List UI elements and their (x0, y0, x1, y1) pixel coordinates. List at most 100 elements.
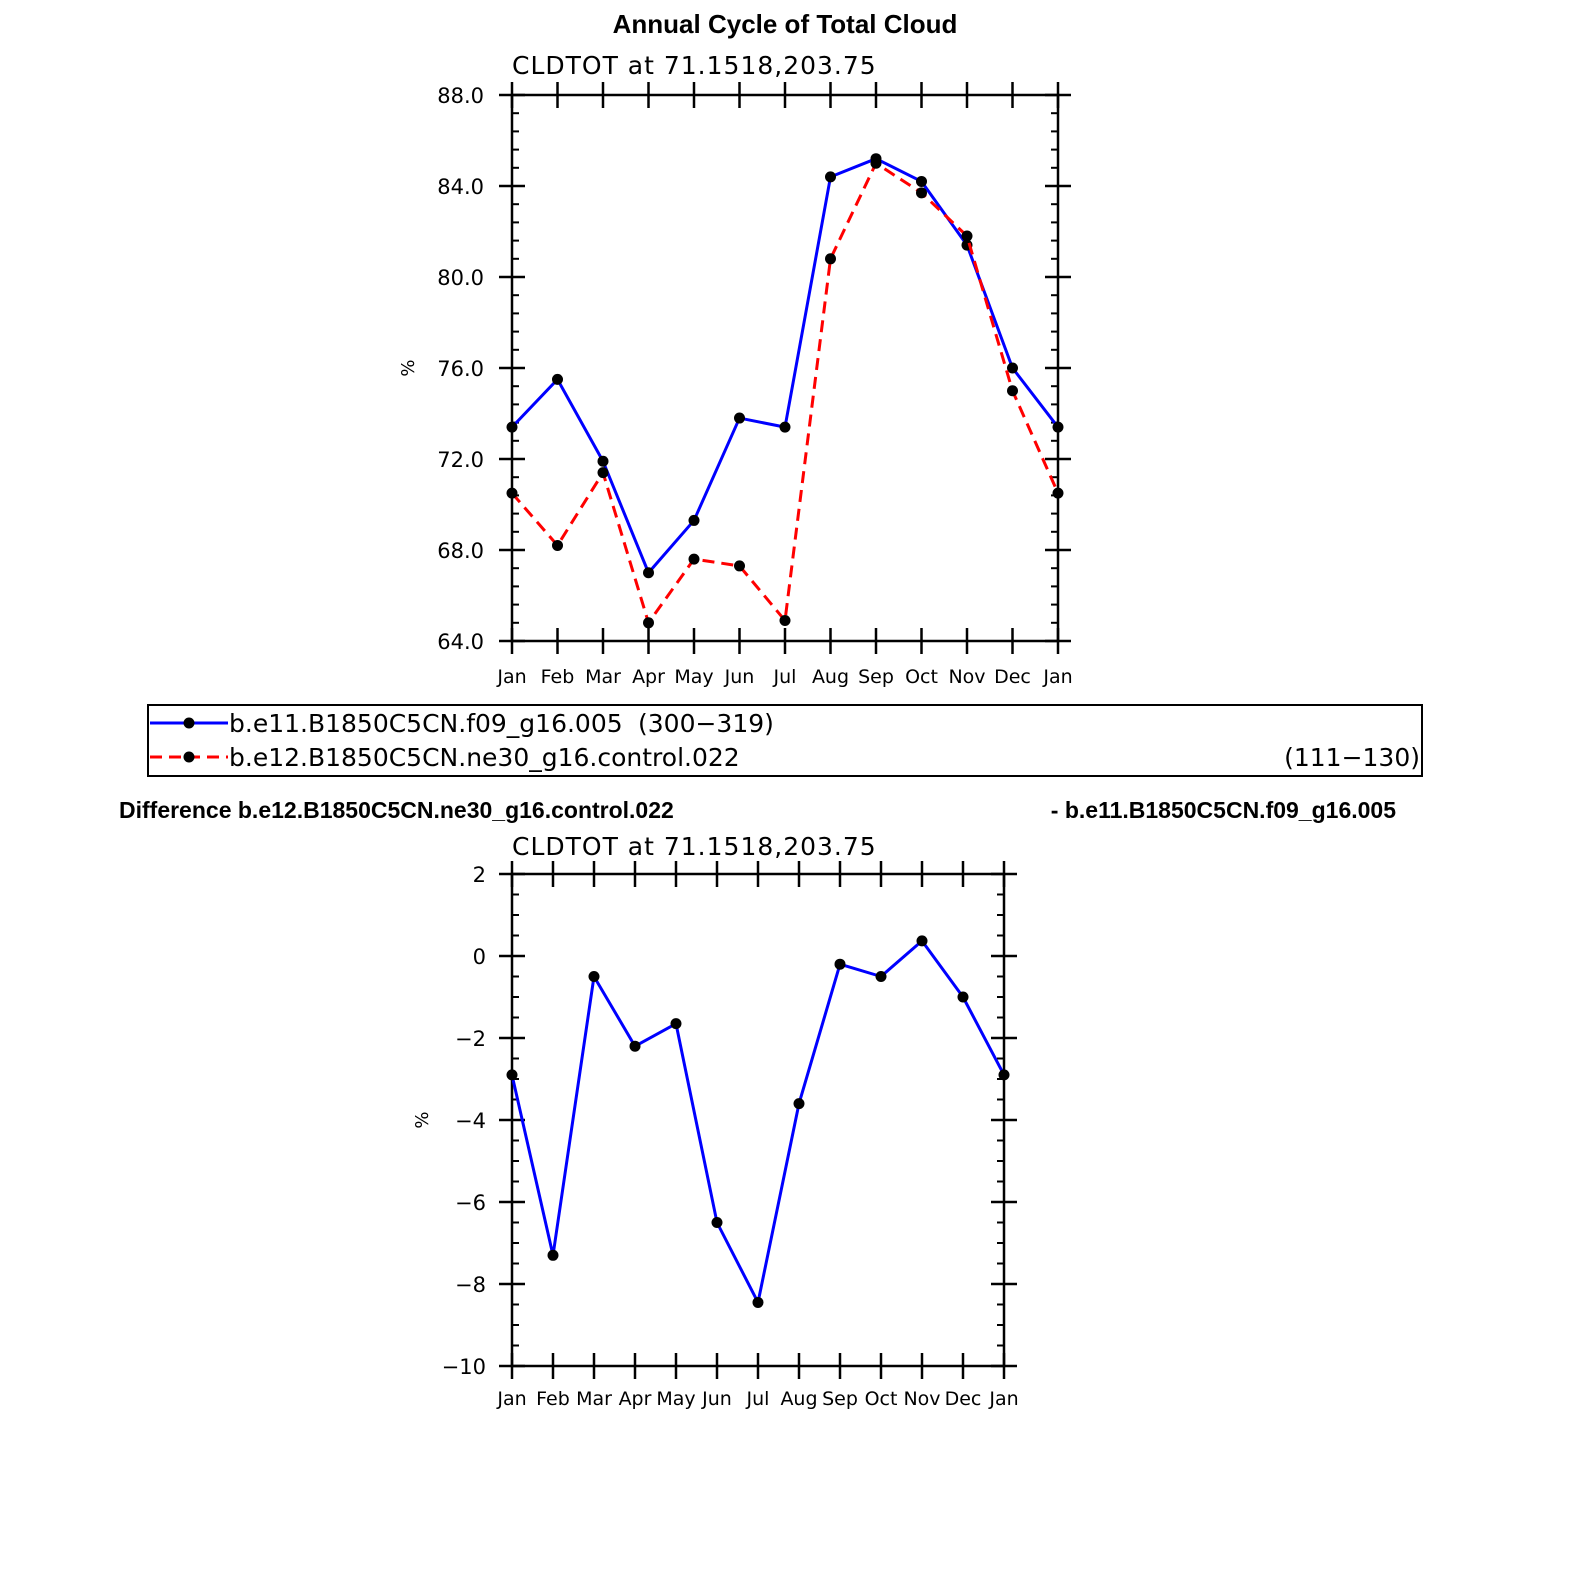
data-point (688, 553, 700, 565)
x-tick-label: Aug (780, 1388, 817, 1410)
y-tick-label: 68.0 (437, 539, 484, 563)
x-tick-label: Jan (496, 1388, 526, 1410)
y-tick-label: −10 (442, 1355, 486, 1379)
data-point (688, 514, 700, 526)
data-point (643, 567, 654, 579)
x-tick-label: Mar (585, 666, 621, 688)
data-point (1007, 362, 1018, 374)
y-axis-label: % (412, 1111, 433, 1128)
data-point (998, 1069, 1010, 1081)
y-tick-label: 80.0 (437, 266, 484, 290)
series-line-2 (510, 161, 1060, 625)
legend: b.e11.B1850C5CN.f09_g16.005 (300−319) b.e1… (147, 704, 1423, 777)
data-point (734, 412, 745, 424)
x-tick-label: Oct (905, 666, 938, 688)
data-point (1007, 385, 1018, 397)
y-tick-label: −4 (455, 1109, 486, 1133)
plot-frame (510, 872, 1006, 1368)
data-point (506, 421, 518, 433)
legend-years-2: (111−130) (1284, 743, 1420, 772)
data-point (916, 187, 927, 199)
chart-title: Annual Cycle of Total Cloud (613, 9, 958, 39)
data-point (1052, 421, 1064, 433)
plot-frame (510, 93, 1060, 643)
chart-subtitle: CLDTOT at 71.1518,203.75 (512, 51, 877, 80)
chart-title: Difference b.e12.B1850C5CN.ne30_g16.cont… (119, 797, 674, 823)
data-point (629, 1040, 641, 1052)
x-tick-label: Sep (822, 1388, 858, 1410)
data-point (875, 971, 887, 982)
data-point (552, 373, 563, 385)
data-point (1052, 487, 1064, 499)
x-tick-label: Feb (536, 1388, 570, 1410)
x-tick-label: Apr (632, 666, 665, 688)
y-tick-label: 88.0 (437, 84, 484, 108)
chart-title-right: - b.e11.B1850C5CN.f09_g16.005 (1051, 797, 1396, 823)
y-tick-label: 0 (473, 945, 486, 969)
data-point (834, 958, 846, 970)
data-point (752, 1296, 764, 1308)
x-tick-label: Jun (701, 1388, 732, 1410)
data-point (779, 421, 791, 433)
x-tick-label: Mar (576, 1388, 612, 1410)
data-point (961, 230, 973, 242)
data-point (957, 991, 969, 1003)
x-tick-label: Nov (903, 1388, 940, 1410)
x-tick-label: Oct (865, 1388, 898, 1410)
series-line-1 (510, 939, 1006, 1304)
x-tick-label: Apr (619, 1388, 652, 1410)
data-point (734, 560, 745, 572)
y-axis-label: % (398, 359, 419, 376)
legend-label-2: b.e12.B1850C5CN.ne30_g16.control.022 (229, 743, 740, 772)
chart-subtitle: CLDTOT at 71.1518,203.75 (512, 832, 877, 861)
y-tick-label: −2 (455, 1027, 486, 1051)
legend-label-1: b.e11.B1850C5CN.f09_g16.005 (229, 709, 623, 738)
y-tick-label: 64.0 (437, 630, 484, 654)
x-tick-label: Dec (994, 666, 1031, 688)
data-point (588, 971, 600, 982)
chart-2: Difference b.e12.B1850C5CN.ne30_g16.cont… (119, 797, 1396, 1410)
legend-marker (183, 751, 195, 763)
x-tick-label: Nov (948, 666, 985, 688)
series-line-1 (510, 157, 1060, 575)
data-point (506, 1069, 518, 1081)
data-point (825, 253, 836, 265)
data-point (870, 157, 882, 169)
data-point (552, 539, 563, 551)
y-tick-label: 84.0 (437, 175, 484, 199)
y-tick-label: 72.0 (437, 448, 484, 472)
data-point (793, 1098, 805, 1110)
x-tick-label: Sep (858, 666, 894, 688)
data-point (711, 1217, 723, 1228)
x-tick-label: Aug (812, 666, 849, 688)
y-tick-label: −8 (455, 1273, 486, 1297)
legend-years-1: (300−319) (638, 709, 774, 738)
x-tick-label: Jan (1042, 666, 1072, 688)
x-tick-label: Dec (945, 1388, 982, 1410)
x-tick-label: May (656, 1388, 695, 1410)
data-point (547, 1249, 559, 1261)
data-point (825, 171, 836, 183)
x-tick-label: Jan (496, 666, 526, 688)
x-tick-label: Feb (541, 666, 575, 688)
data-point (916, 935, 928, 947)
x-tick-label: May (674, 666, 713, 688)
legend-marker (183, 717, 195, 729)
data-point (643, 617, 654, 629)
x-tick-label: Jul (746, 1388, 770, 1410)
data-point (779, 615, 791, 627)
data-point (670, 1018, 682, 1030)
y-tick-label: 76.0 (437, 357, 484, 381)
x-tick-label: Jun (724, 666, 755, 688)
chart-1: Annual Cycle of Total Cloud CLDTOT at 71.… (398, 9, 1073, 688)
x-tick-label: Jul (773, 666, 797, 688)
data-point (506, 487, 518, 499)
data-point (597, 455, 609, 467)
y-tick-label: 2 (473, 863, 486, 887)
x-tick-label: Jan (988, 1388, 1018, 1410)
legend-box (147, 704, 1423, 777)
y-tick-label: −6 (455, 1191, 486, 1215)
data-point (916, 175, 927, 187)
data-point (597, 467, 609, 479)
